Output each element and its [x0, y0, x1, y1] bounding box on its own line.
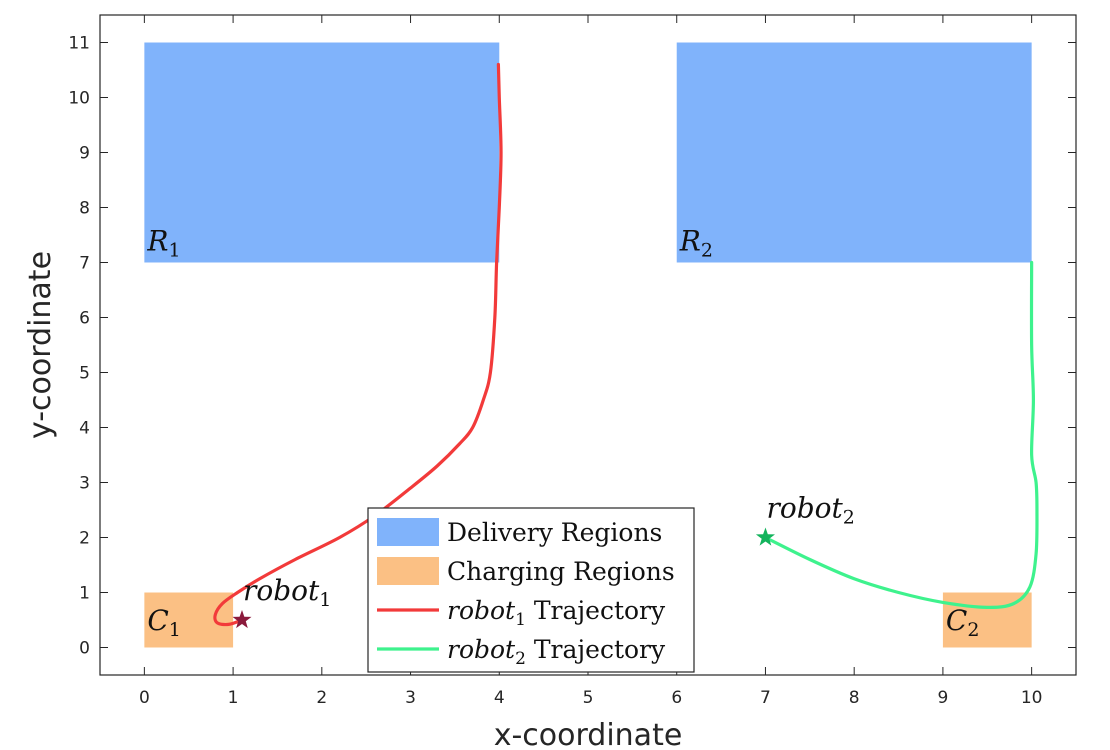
x-tick-label: 5	[583, 688, 594, 708]
regions-layer: R1 R2 C1 C2	[144, 42, 1032, 648]
region-label-R2: R2	[679, 225, 713, 262]
region-label-C2: C2	[946, 604, 980, 641]
series-layer	[213, 62, 1039, 627]
region-label-C1: C1	[147, 604, 181, 641]
legend-entry-label: robot1 Trajectory	[447, 596, 666, 630]
y-tick-label: 4	[79, 419, 90, 439]
y-tick-label: 11	[68, 34, 90, 54]
x-tick-label: 1	[228, 688, 239, 708]
y-tick-label: 0	[79, 639, 90, 659]
robot1-trajectory-line	[213, 62, 503, 627]
delivery-region-2	[676, 42, 1032, 263]
y-tick-label: 9	[79, 144, 90, 164]
legend-entry-label: robot2 Trajectory	[447, 635, 666, 669]
y-tick-label: 1	[79, 584, 90, 604]
legend-entry-label: Delivery Regions	[447, 518, 662, 547]
y-tick-label: 7	[79, 254, 90, 274]
legend-entry-label: Charging Regions	[447, 557, 675, 586]
y-tick-label: 5	[79, 364, 90, 384]
robot2-start-star-icon	[755, 527, 775, 546]
robot2-label: robot2	[766, 492, 854, 529]
x-tick-label: 7	[760, 688, 771, 708]
charging-region-1	[144, 592, 234, 648]
x-tick-label: 10	[1021, 688, 1043, 708]
y-axis-title: y-coordinate	[23, 251, 58, 439]
delivery-region-1	[144, 42, 500, 263]
x-tick-label: 8	[849, 688, 860, 708]
legend-swatch	[377, 518, 439, 546]
x-axis-title: x-coordinate	[494, 718, 683, 750]
axes-layer: 0 1 2 3 4 5 6 7 8 9 10 0 1 2 3 4 5 6 7 8 9 10 11	[68, 14, 1077, 708]
y-tick-label: 3	[79, 474, 90, 494]
legend-swatch	[377, 557, 439, 585]
y-tick-label: 8	[79, 199, 90, 219]
x-tick-label: 2	[316, 688, 327, 708]
x-tick-label: 3	[405, 688, 416, 708]
y-tick-label: 10	[68, 89, 90, 109]
region-label-R1: R1	[146, 225, 180, 262]
robot2-trajectory-line	[763, 260, 1039, 609]
x-tick-label: 6	[671, 688, 682, 708]
x-tick-label: 9	[937, 688, 948, 708]
legend: Delivery Regions Charging Regions robot1 T…	[367, 507, 695, 673]
robot1-label: robot1	[243, 574, 331, 611]
robot1-start-star-icon	[232, 610, 252, 629]
y-tick-label: 2	[79, 529, 90, 549]
x-tick-label: 0	[139, 688, 150, 708]
x-tick-label: 4	[494, 688, 505, 708]
y-tick-label: 6	[79, 309, 90, 329]
markers-layer: robot1 robot2	[232, 492, 855, 629]
